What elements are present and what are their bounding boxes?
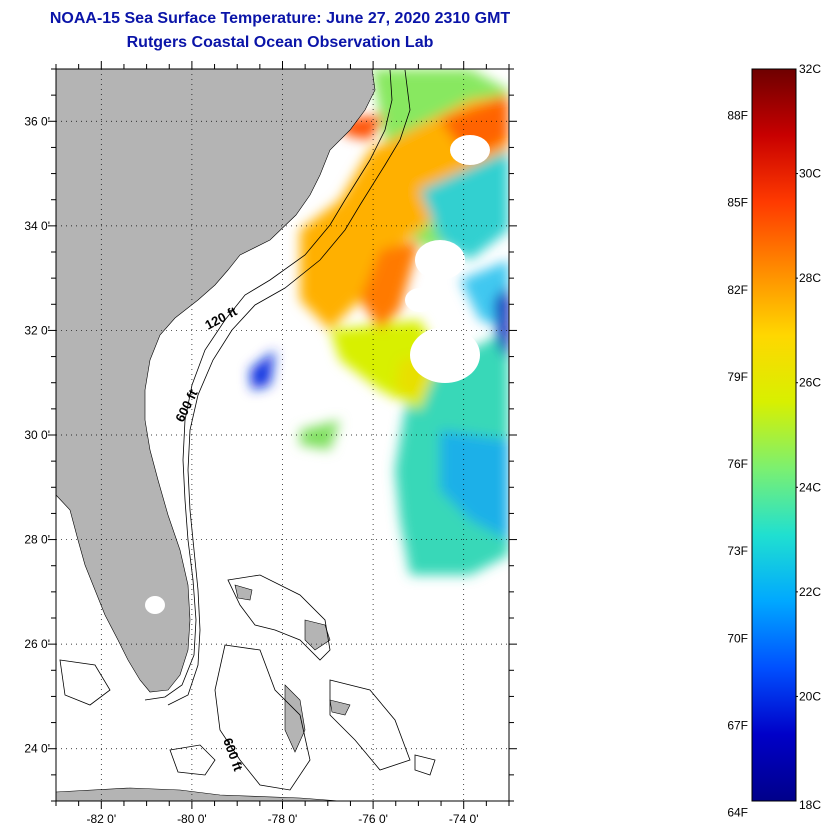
celsius-label: 26C xyxy=(799,376,821,390)
colorbar-fahrenheit-labels: 88F 85F 82F 79F 76F 73F 70F 67F 64F xyxy=(727,108,748,819)
temperature-colorbar: 88F 85F 82F 79F 76F 73F 70F 67F 64F 32C 30C 28C 26C… xyxy=(727,62,821,820)
colorbar-celsius-labels: 32C 30C 28C 26C 24C 22C 20C 18C xyxy=(796,62,821,812)
celsius-label: 30C xyxy=(799,167,821,181)
latitude-label: 32 0' xyxy=(24,323,50,337)
longitude-label: -80 0' xyxy=(177,812,207,826)
cloud-gaps xyxy=(405,135,490,383)
celsius-label: 32C xyxy=(799,62,821,76)
celsius-label: 18C xyxy=(799,798,821,812)
latitude-label: 24 0' xyxy=(24,742,50,756)
axis-ticks xyxy=(48,61,517,809)
colorbar-gradient xyxy=(751,68,797,802)
latitude-label: 34 0' xyxy=(24,219,50,233)
longitude-labels: -82 0' -80 0' -78 0' -76 0' -74 0' xyxy=(86,812,478,826)
latitude-label: 28 0' xyxy=(24,533,50,547)
bahamas-land xyxy=(234,584,351,753)
map-subtitle: Rutgers Coastal Ocean Observation Lab xyxy=(126,34,434,51)
fahrenheit-label: 76F xyxy=(727,457,748,471)
fahrenheit-label: 79F xyxy=(727,370,748,384)
bathymetry-contours xyxy=(59,69,436,791)
fahrenheit-label: 82F xyxy=(727,283,748,297)
latitude-label: 36 0' xyxy=(24,114,50,128)
fahrenheit-label: 73F xyxy=(727,544,748,558)
latitude-label: 26 0' xyxy=(24,637,50,651)
map-title: NOAA-15 Sea Surface Temperature: June 27… xyxy=(49,10,511,27)
longitude-label: -74 0' xyxy=(449,812,479,826)
celsius-label: 28C xyxy=(799,271,821,285)
longitude-label: -76 0' xyxy=(358,812,388,826)
celsius-label: 24C xyxy=(799,480,821,494)
graticule xyxy=(56,69,509,801)
fahrenheit-label: 64F xyxy=(727,806,748,820)
longitude-label: -82 0' xyxy=(86,812,116,826)
land-cuba xyxy=(56,787,341,801)
land-us-southeast xyxy=(56,69,376,693)
latitude-label: 30 0' xyxy=(24,428,50,442)
longitude-label: -78 0' xyxy=(268,812,298,826)
fahrenheit-label: 67F xyxy=(727,718,748,732)
fahrenheit-label: 88F xyxy=(727,108,748,122)
celsius-label: 22C xyxy=(799,585,821,599)
fahrenheit-label: 70F xyxy=(727,631,748,645)
fahrenheit-label: 85F xyxy=(727,196,748,210)
celsius-label: 20C xyxy=(799,689,821,703)
lake-okeechobee xyxy=(145,596,165,614)
latitude-labels: 36 0' 34 0' 32 0' 30 0' 28 0' 26 0' 24 0' xyxy=(24,114,50,755)
